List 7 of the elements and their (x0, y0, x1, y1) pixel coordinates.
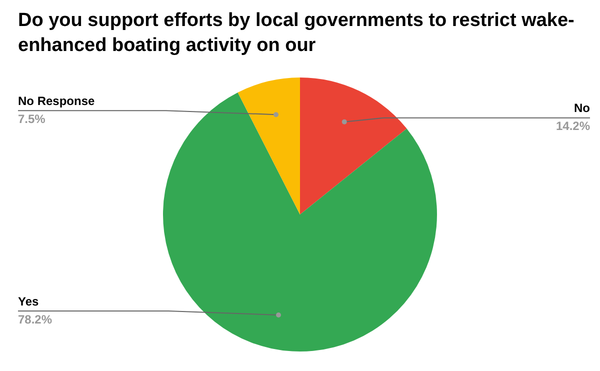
data-label: 14.2% (556, 119, 590, 134)
data-label: 78.2% (18, 312, 52, 326)
data-label: 7.5% (18, 112, 46, 126)
slice-label: No Response (18, 94, 96, 108)
slice-label: No (574, 101, 590, 116)
slice-label: Yes (18, 294, 40, 308)
chart-title: Do you support efforts by local governments to restrict wake-enhanced boating activity on our (18, 9, 576, 58)
